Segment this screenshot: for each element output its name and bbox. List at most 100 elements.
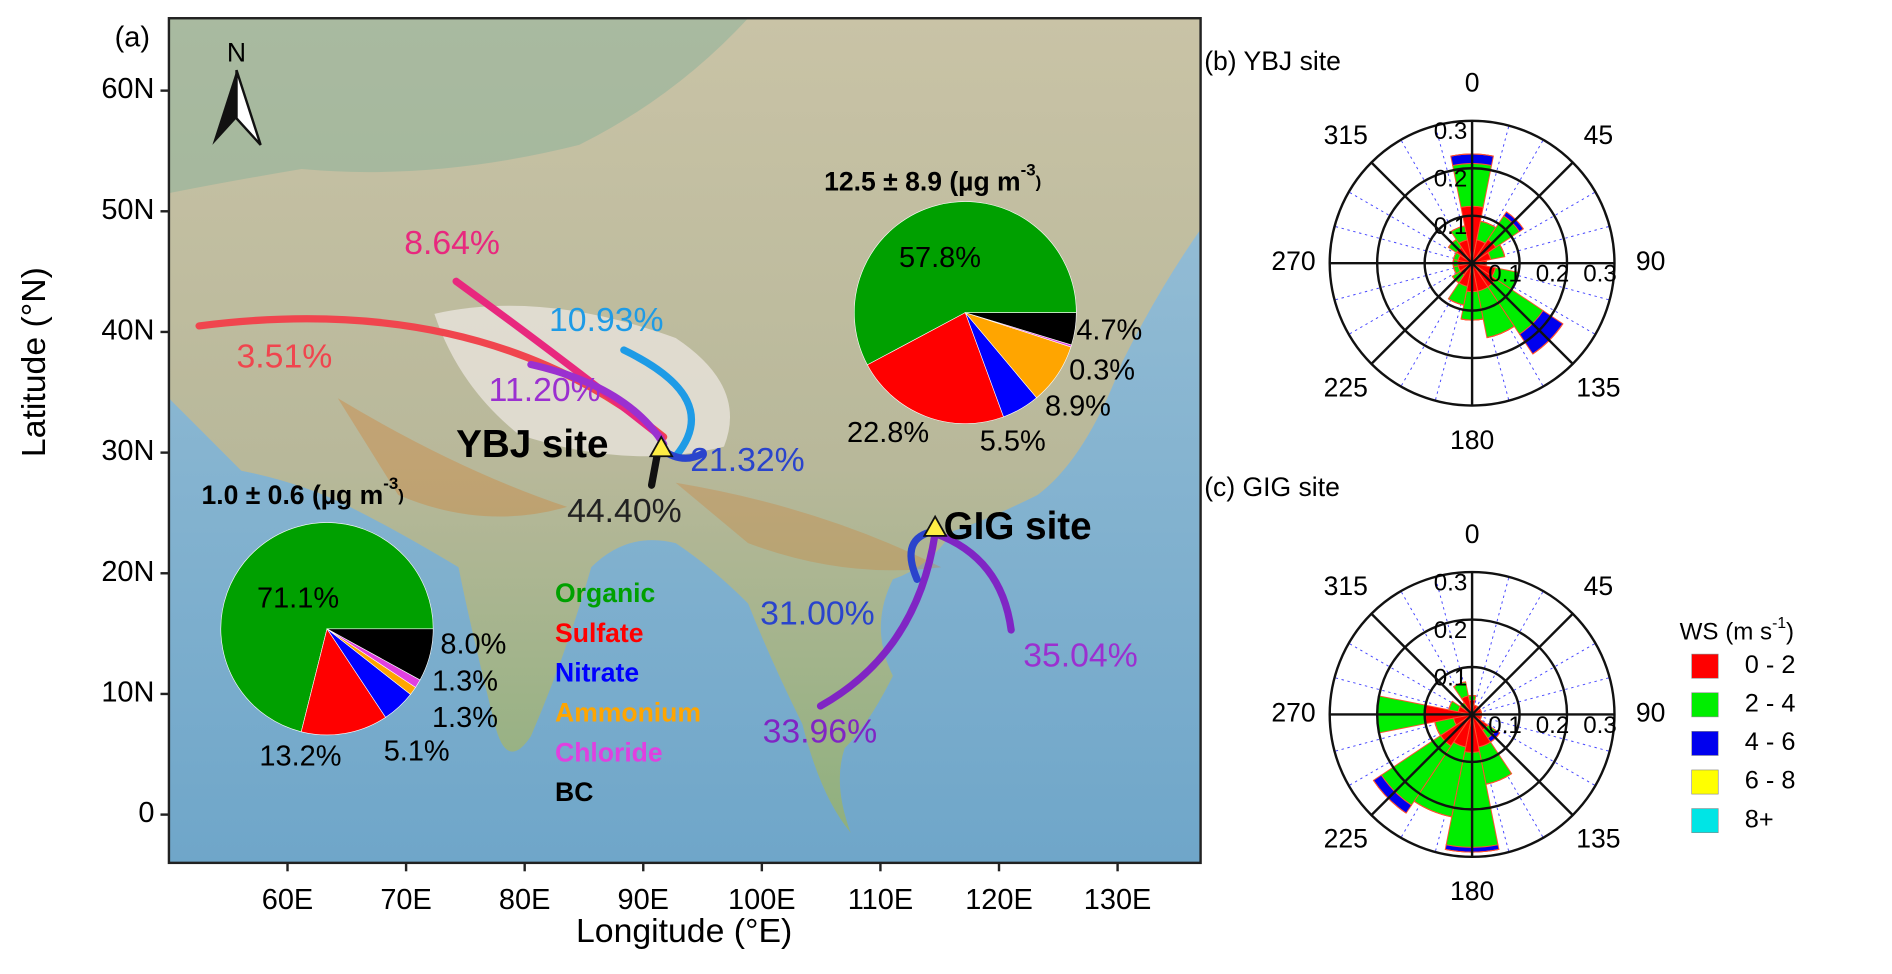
angle-tick-label: 0 bbox=[1465, 68, 1480, 98]
angle-tick-label: 225 bbox=[1324, 824, 1368, 854]
y-tick-label: 60N bbox=[101, 73, 154, 105]
legend-swatch bbox=[1691, 808, 1719, 834]
rose-segment bbox=[1447, 282, 1469, 306]
pie-label: 8.9% bbox=[1045, 391, 1111, 423]
radial-tick-label: 0.1 bbox=[1488, 712, 1522, 739]
dotted-spoke bbox=[1471, 576, 1510, 715]
radial-tick-label: 0.1 bbox=[1488, 261, 1522, 288]
radial-tick-label: 0.3 bbox=[1434, 118, 1468, 145]
site-label: GIG site bbox=[944, 505, 1092, 548]
angle-tick-label: 270 bbox=[1271, 246, 1315, 276]
x-tick-label: 70E bbox=[380, 884, 432, 916]
trajectory-label: 8.64% bbox=[404, 224, 500, 262]
legend-swatch bbox=[1691, 653, 1719, 679]
pie-label: 1.3% bbox=[432, 702, 498, 734]
radial-tick-label: 0.3 bbox=[1434, 570, 1468, 597]
angle-tick-label: 45 bbox=[1584, 120, 1614, 150]
pie-slice bbox=[965, 312, 1077, 346]
angle-spoke bbox=[1471, 713, 1574, 816]
angle-tick-label: 180 bbox=[1450, 876, 1494, 906]
pie-label: 22.8% bbox=[847, 417, 929, 449]
rose-segment bbox=[1450, 225, 1465, 233]
pie-label: 4.7% bbox=[1076, 315, 1142, 347]
angle-tick-label: 270 bbox=[1271, 697, 1315, 727]
radial-tick-label: 0.3 bbox=[1583, 261, 1617, 288]
pie-slice bbox=[866, 312, 1004, 424]
radial-tick-label: 0.3 bbox=[1583, 712, 1617, 739]
trajectory-label: 3.51% bbox=[237, 337, 333, 375]
pie-label: 1.3% bbox=[432, 666, 498, 698]
rose-segment bbox=[1490, 732, 1501, 743]
radial-tick-label: 0.2 bbox=[1536, 261, 1570, 288]
dotted-spoke bbox=[1471, 677, 1610, 715]
pie-slice bbox=[220, 522, 434, 733]
angle-tick-label: 0 bbox=[1465, 519, 1480, 549]
y-tick-label: 40N bbox=[101, 315, 154, 347]
y-tick-label: 0 bbox=[138, 797, 154, 829]
angle-tick-label: 225 bbox=[1324, 372, 1368, 402]
panel-label: (a) bbox=[115, 21, 150, 53]
x-tick-label: 90E bbox=[618, 884, 670, 916]
trajectory-label: 44.40% bbox=[567, 492, 682, 530]
pie-slice bbox=[326, 628, 434, 681]
angle-tick-label: 135 bbox=[1576, 824, 1620, 854]
angle-tick-label: 315 bbox=[1324, 571, 1368, 601]
panel-title: (b) YBJ site bbox=[1204, 46, 1341, 76]
angle-tick-label: 45 bbox=[1584, 571, 1614, 601]
pie-label: 0.3% bbox=[1069, 354, 1135, 386]
rose-segment bbox=[1448, 700, 1461, 713]
pie-label: 5.5% bbox=[980, 426, 1046, 458]
trajectory-label: 31.00% bbox=[760, 594, 875, 632]
x-tick-label: 80E bbox=[499, 884, 551, 916]
y-axis-label: Latitude (°N) bbox=[15, 267, 53, 457]
y-tick-label: 50N bbox=[101, 194, 154, 226]
radial-tick-label: 0.2 bbox=[1434, 166, 1468, 193]
trajectory-label: 10.93% bbox=[549, 301, 664, 339]
pie-label: 57.8% bbox=[899, 242, 981, 274]
legend-swatch bbox=[1691, 692, 1719, 718]
pie-title: 1.0 ± 0.6 (µg m-3) bbox=[202, 475, 404, 511]
x-tick-label: 120E bbox=[965, 884, 1033, 916]
pie-slice bbox=[300, 628, 386, 736]
legend-label: BC bbox=[555, 777, 593, 807]
legend-swatch bbox=[1691, 769, 1719, 795]
site-label: YBJ site bbox=[456, 423, 608, 466]
x-tick-label: 60E bbox=[262, 884, 314, 916]
y-tick-label: 30N bbox=[101, 435, 154, 467]
legend-label: Chloride bbox=[555, 737, 663, 767]
radial-tick-label: 0.1 bbox=[1434, 664, 1468, 691]
angle-spoke bbox=[1370, 262, 1473, 365]
angle-spoke bbox=[1370, 161, 1473, 265]
x-tick-label: 100E bbox=[728, 884, 796, 916]
pie-label: 8.0% bbox=[440, 628, 506, 660]
legend-label: Sulfate bbox=[555, 618, 643, 648]
rose-segment bbox=[1459, 702, 1465, 707]
angle-tick-label: 180 bbox=[1450, 425, 1494, 455]
angle-tick-label: 135 bbox=[1576, 372, 1620, 402]
angle-tick-label: 90 bbox=[1636, 246, 1666, 276]
legend-label: 0 - 2 bbox=[1745, 651, 1796, 679]
x-tick-label: 110E bbox=[848, 884, 913, 916]
rose-segment bbox=[1434, 721, 1441, 736]
site-markers bbox=[648, 435, 948, 537]
rose-segment bbox=[1486, 325, 1515, 339]
legend-label: Organic bbox=[555, 578, 655, 608]
legend-label: Ammonium bbox=[555, 697, 701, 727]
pie-label: 71.1% bbox=[257, 582, 339, 614]
legend-label: 4 - 6 bbox=[1745, 728, 1796, 756]
legend-label: 6 - 8 bbox=[1745, 767, 1796, 795]
radial-tick-label: 0.1 bbox=[1434, 213, 1468, 240]
pie-title: 12.5 ± 8.9 (µg m-3) bbox=[824, 161, 1041, 197]
radial-tick-label: 0.2 bbox=[1434, 617, 1468, 644]
trajectory-label: 35.04% bbox=[1023, 637, 1138, 675]
angle-tick-label: 315 bbox=[1324, 120, 1368, 150]
pie-label: 13.2% bbox=[259, 741, 341, 773]
rose-segment bbox=[1499, 244, 1506, 257]
legend-swatch bbox=[1691, 731, 1719, 756]
trajectory-label: 33.96% bbox=[763, 713, 878, 751]
trajectory-label: 11.20% bbox=[489, 371, 601, 409]
legend-label: 8+ bbox=[1745, 805, 1774, 833]
trajectories bbox=[195, 277, 1015, 710]
angle-spoke bbox=[1471, 262, 1574, 365]
x-tick-label: 130E bbox=[1084, 884, 1152, 916]
